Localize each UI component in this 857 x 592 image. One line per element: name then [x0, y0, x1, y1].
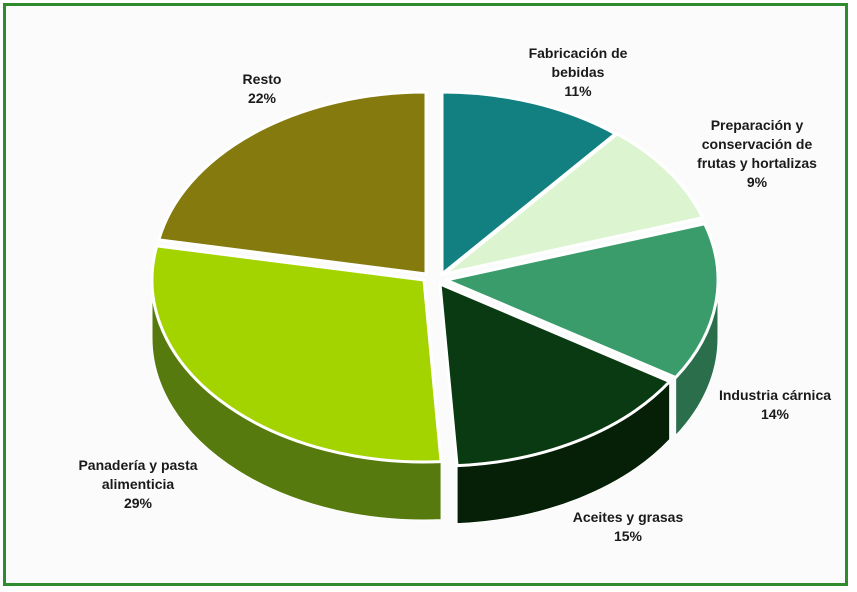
slice-label-line: bebidas [552, 64, 605, 80]
slice-label: Preparación y conservación de frutas y hor… [697, 117, 817, 190]
slice-label-line: 11% [564, 83, 592, 99]
slice-label-line: Industria cárnica [719, 387, 831, 403]
slice-label-line: frutas y hortalizas [697, 155, 817, 171]
slice-label: Industria cárnica 14% [719, 387, 831, 422]
slice-label: Resto 22% [243, 71, 282, 106]
slice-labels: Fabricación de bebidas 11% Preparación y con… [78, 45, 831, 544]
slice-label-line: 22% [248, 90, 277, 106]
slice-label-line: 15% [614, 528, 643, 544]
slice-label-line: 9% [747, 174, 768, 190]
slice-label-line: Panadería y pasta [78, 457, 197, 473]
slice-label-line: Aceites y grasas [573, 509, 684, 525]
pie-slice [438, 282, 672, 468]
pie-slice [157, 90, 428, 276]
slice-label-line: Fabricación de [529, 45, 628, 61]
pie-slice [150, 244, 443, 464]
slice-label: Panadería y pasta alimenticia 29% [78, 457, 197, 511]
slice-label-line: Preparación y [711, 117, 804, 133]
slice-label-line: 14% [761, 406, 790, 422]
pie-slice [444, 222, 720, 380]
slice-label: Aceites y grasas 15% [573, 509, 684, 544]
pie-slices [150, 90, 720, 468]
pie-slice [440, 90, 617, 276]
pie-slice [442, 132, 705, 276]
slice-label-line: alimenticia [102, 476, 175, 492]
slice-label: Fabricación de bebidas 11% [529, 45, 628, 99]
slice-label-line: 29% [124, 495, 153, 511]
slice-label-line: Resto [243, 71, 282, 87]
slice-label-line: conservación de [702, 136, 813, 152]
